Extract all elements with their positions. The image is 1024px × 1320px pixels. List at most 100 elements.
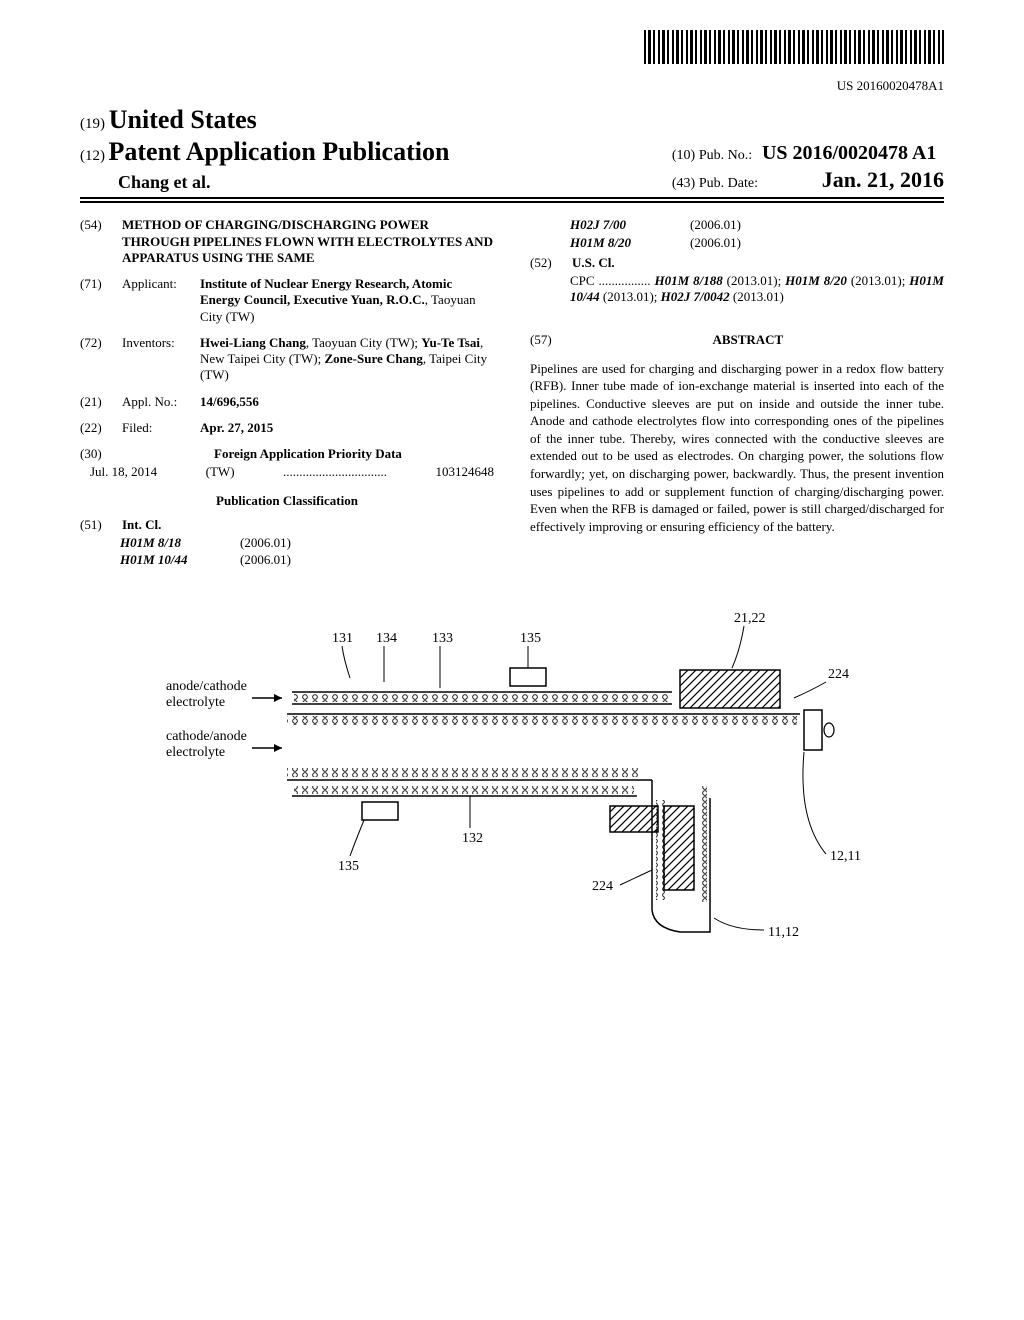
appl-no: 14/696,556: [200, 394, 494, 410]
intcl-item: H02J 7/00 (2006.01): [530, 217, 944, 233]
label-anode: anode/cathode: [166, 679, 247, 694]
filed-row: (22) Filed: Apr. 27, 2015: [80, 420, 494, 436]
applicant-row: (71) Applicant: Institute of Nuclear Ene…: [80, 276, 494, 325]
inventors-label: Inventors:: [122, 335, 200, 384]
cpc-label: CPC: [570, 273, 595, 288]
barcode-area: [80, 30, 944, 70]
figure-area: anode/cathode electrolyte cathode/anode …: [80, 610, 944, 970]
foreign-dots: ................................: [283, 464, 387, 480]
label-131: 131: [332, 631, 353, 646]
foreign-date: Jul. 18, 2014: [90, 464, 157, 480]
foreign-priority-data: Jul. 18, 2014 (TW) .....................…: [80, 464, 494, 480]
uscl-code: (52): [530, 255, 572, 271]
doc-kind-code: (12): [80, 148, 105, 164]
inventors-code: (72): [80, 335, 122, 384]
intcl-year: (2006.01): [690, 217, 741, 233]
label-134: 134: [376, 631, 397, 646]
label-2122: 21,22: [734, 611, 766, 626]
label-135a: 135: [520, 631, 541, 646]
label-132: 132: [462, 831, 483, 846]
foreign-title: Foreign Application Priority Data: [122, 446, 494, 462]
country-code: (19): [80, 116, 105, 132]
intcl-class: H01M 10/44: [80, 552, 240, 568]
header-right: (10) Pub. No.: US 2016/0020478 A1 (43) P…: [672, 141, 944, 194]
foreign-country: (TW): [206, 464, 235, 480]
country: United States: [109, 105, 257, 134]
country-line: (19) United States: [80, 104, 449, 137]
appl-no-code: (21): [80, 394, 122, 410]
foreign-row: (30) Foreign Application Priority Data: [80, 446, 494, 462]
inventor-loc: , Taoyuan City (TW);: [306, 335, 421, 350]
pub-date-line: (43) Pub. Date: Jan. 21, 2016: [672, 166, 944, 194]
label-cathode: cathode/anode: [166, 729, 247, 744]
label-1211: 12,11: [830, 849, 861, 864]
pub-no-line: (10) Pub. No.: US 2016/0020478 A1: [672, 141, 944, 166]
divider: [80, 201, 944, 203]
intcl-row: (51) Int. Cl.: [80, 517, 494, 533]
intcl-item: H01M 8/18 (2006.01): [80, 535, 494, 551]
pub-no-label: Pub. No.:: [699, 148, 752, 163]
cpc-line: CPC ................ H01M 8/188 (2013.01…: [530, 273, 944, 306]
label-224a: 224: [828, 667, 849, 682]
pub-date-code: (43): [672, 176, 695, 191]
inventors-row: (72) Inventors: Hwei-Liang Chang, Taoyua…: [80, 335, 494, 384]
applicant-val: Institute of Nuclear Energy Research, At…: [200, 276, 494, 325]
left-column: (54) METHOD OF CHARGING/DISCHARGING POWE…: [80, 217, 494, 569]
doc-kind-line: (12) Patent Application Publication: [80, 136, 449, 169]
barcode-pub-no: US 20160020478A1: [80, 78, 944, 94]
uscl-label: U.S. Cl.: [572, 255, 944, 271]
intcl-code: (51): [80, 517, 122, 533]
intcl-year: (2006.01): [690, 235, 741, 251]
appl-no-label: Appl. No.:: [122, 394, 200, 410]
inventor-name: Yu-Te Tsai: [421, 335, 480, 350]
pub-no: US 2016/0020478 A1: [762, 142, 936, 164]
pub-no-code: (10): [672, 148, 695, 163]
inventor-name: Hwei-Liang Chang: [200, 335, 306, 350]
intcl-item: H01M 10/44 (2006.01): [80, 552, 494, 568]
intcl-label: Int. Cl.: [122, 517, 494, 533]
abstract-code: (57): [530, 332, 552, 348]
abstract-header: (57) ABSTRACT: [530, 332, 944, 348]
uscl-row: (52) U.S. Cl.: [530, 255, 944, 271]
doc-kind: Patent Application Publication: [109, 137, 450, 166]
title: METHOD OF CHARGING/DISCHARGING POWER THR…: [122, 217, 494, 266]
label-224b: 224: [592, 879, 613, 894]
filed: Apr. 27, 2015: [200, 420, 494, 436]
applicant-code: (71): [80, 276, 122, 325]
abstract-title: ABSTRACT: [530, 332, 944, 348]
barcode: [644, 30, 944, 64]
cpc-dots: ................: [599, 273, 651, 288]
title-code: (54): [80, 217, 122, 266]
intcl-class: H01M 8/18: [80, 535, 240, 551]
intcl-class: H01M 8/20: [530, 235, 690, 251]
body-columns: (54) METHOD OF CHARGING/DISCHARGING POWE…: [80, 217, 944, 569]
right-column: H02J 7/00 (2006.01) H01M 8/20 (2006.01) …: [530, 217, 944, 569]
filed-label: Filed:: [122, 420, 200, 436]
label-135b: 135: [338, 859, 359, 874]
applicant-name: Institute of Nuclear Energy Research, At…: [200, 276, 452, 307]
filed-code: (22): [80, 420, 122, 436]
title-row: (54) METHOD OF CHARGING/DISCHARGING POWE…: [80, 217, 494, 266]
inventor-name: Zone-Sure Chang: [324, 351, 422, 366]
intcl-year: (2006.01): [240, 535, 291, 551]
cpc-text: H01M 8/188: [654, 273, 722, 288]
label-electrolyte1: electrolyte: [166, 695, 225, 710]
header: (19) United States (12) Patent Applicati…: [80, 104, 944, 200]
applicant-label: Applicant:: [122, 276, 200, 325]
foreign-code: (30): [80, 446, 122, 462]
abstract-body: Pipelines are used for charging and disc…: [530, 360, 944, 535]
pub-class-title: Publication Classification: [80, 493, 494, 509]
label-1112: 11,12: [768, 925, 799, 940]
intcl-class: H02J 7/00: [530, 217, 690, 233]
authors: Chang et al.: [118, 171, 449, 194]
intcl-year: (2006.01): [240, 552, 291, 568]
foreign-num: 103124648: [436, 464, 495, 480]
pub-date: Jan. 21, 2016: [822, 167, 944, 192]
pub-date-label: Pub. Date:: [699, 176, 758, 191]
label-electrolyte2: electrolyte: [166, 745, 225, 760]
patent-figure: anode/cathode electrolyte cathode/anode …: [132, 610, 892, 970]
appl-no-row: (21) Appl. No.: 14/696,556: [80, 394, 494, 410]
label-133: 133: [432, 631, 453, 646]
inventors-val: Hwei-Liang Chang, Taoyuan City (TW); Yu-…: [200, 335, 494, 384]
intcl-item: H01M 8/20 (2006.01): [530, 235, 944, 251]
